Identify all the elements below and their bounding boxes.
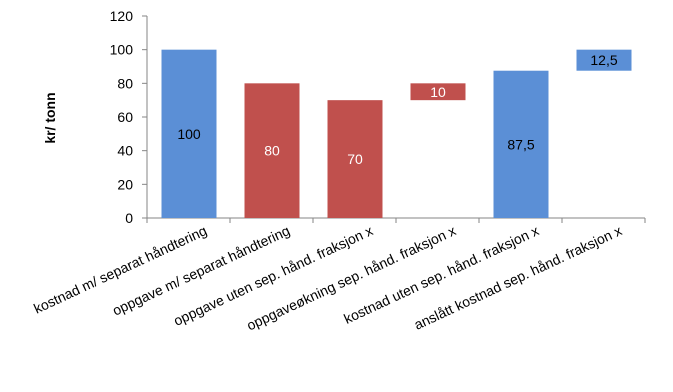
y-tick-label: 60 [117, 109, 133, 125]
y-tick-label: 120 [110, 8, 134, 24]
bar-value-label: 12,5 [590, 52, 617, 68]
y-tick-label: 0 [125, 210, 133, 226]
y-axis-label: kr/ tonn [42, 92, 58, 143]
bar [327, 100, 383, 218]
y-tick-label: 80 [117, 75, 133, 91]
data-labels: 100 80 70 10 87,5 12,5 [177, 52, 618, 167]
bar [161, 49, 217, 218]
bar [244, 83, 300, 218]
bar-value-label: 100 [177, 126, 201, 142]
bar-value-label: 87,5 [507, 136, 534, 152]
bar [410, 83, 466, 101]
bar [576, 49, 632, 71]
y-tick-label: 100 [110, 42, 134, 58]
bars [161, 49, 632, 218]
bar-value-label: 10 [430, 84, 446, 100]
axes: 0 20 40 60 80 100 120 [110, 8, 646, 226]
bar-value-label: 70 [347, 151, 363, 167]
bar-value-label: 80 [264, 143, 280, 159]
bar [493, 70, 549, 218]
y-tick-label: 40 [117, 143, 133, 159]
y-tick-label: 20 [117, 176, 133, 192]
